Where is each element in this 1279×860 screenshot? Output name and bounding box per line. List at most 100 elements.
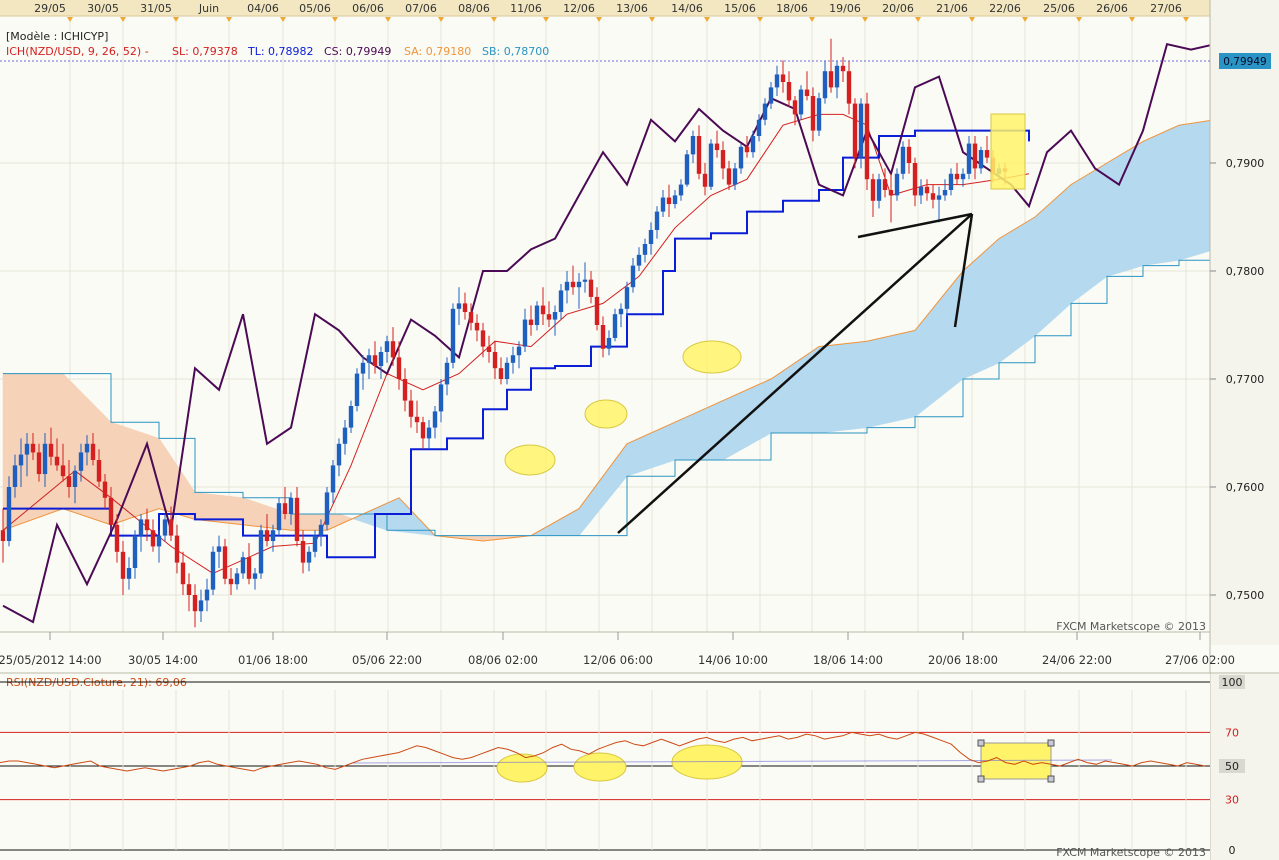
rsi-highlight-rect <box>980 742 1052 780</box>
price-tick-label: 0,7900 <box>1226 157 1265 170</box>
cloud-segment <box>1070 180 1078 304</box>
candle-body <box>36 452 42 475</box>
bottom-date-label: 05/06 22:00 <box>352 653 422 667</box>
candle-body <box>276 503 282 531</box>
candle-body <box>234 573 240 585</box>
candle-body <box>810 96 816 131</box>
bottom-date-label: 30/05 14:00 <box>128 653 198 667</box>
cloud-segment <box>1004 230 1012 359</box>
candle-body <box>984 150 990 158</box>
candle-body <box>180 562 186 585</box>
cloud-segment <box>776 370 784 434</box>
candle-body <box>120 551 126 579</box>
top-date-label: 26/06 <box>1096 2 1128 15</box>
candle-body <box>732 168 738 185</box>
candle-body <box>198 600 204 612</box>
candle-body <box>738 146 744 169</box>
candle-body <box>792 100 798 115</box>
candle-body <box>630 265 636 288</box>
candle-body <box>318 524 324 536</box>
top-date-marker <box>862 17 868 22</box>
candle-body <box>252 573 258 579</box>
candle-body <box>108 497 114 525</box>
candle-body <box>576 281 582 288</box>
candle-body <box>126 568 132 579</box>
cloud-segment <box>884 335 892 424</box>
bottom-date-label: 08/06 02:00 <box>468 653 538 667</box>
ichimoku-cloud <box>2 119 1216 542</box>
candle-body <box>678 184 684 196</box>
cloud-segment <box>1154 132 1162 265</box>
candle-body <box>756 119 762 136</box>
candle-body <box>924 186 930 194</box>
candle-body <box>600 325 606 349</box>
chikou-span-line <box>2 43 1216 624</box>
candle-body <box>378 352 384 367</box>
candle-body <box>888 190 894 196</box>
candle-body <box>702 173 708 187</box>
rsi-chart: 100 70 50 30 0 <box>0 675 1245 857</box>
cloud-segment <box>62 372 70 512</box>
top-date-label: 06/06 <box>352 2 384 15</box>
top-date-marker <box>280 17 286 22</box>
cloud-segment <box>1118 151 1126 274</box>
candle-body <box>402 379 408 401</box>
cloud-segment <box>944 285 952 394</box>
candlesticks <box>0 38 1008 628</box>
trend-arrow-head <box>953 213 974 328</box>
cloud-segment <box>962 264 970 380</box>
cloud-segment <box>650 429 658 469</box>
candle-body <box>570 281 576 288</box>
rsi-level-tag <box>1219 759 1245 773</box>
price-tick-label: 0,7600 <box>1226 481 1265 494</box>
highlight-ellipse <box>584 399 628 429</box>
cloud-segment <box>1082 173 1090 295</box>
candle-body <box>390 341 396 358</box>
candle-body <box>978 150 984 169</box>
candle-body <box>96 460 102 482</box>
top-date-marker <box>173 17 179 22</box>
cloud-segment <box>1046 200 1054 326</box>
candle-body <box>852 103 858 158</box>
candle-body <box>216 546 222 552</box>
cloud-segment <box>1088 169 1096 291</box>
candle-body <box>144 519 150 531</box>
candle-body <box>762 103 768 120</box>
last-price-text: 0,79949 <box>1223 56 1266 68</box>
candle-body <box>936 195 942 200</box>
cloud-segment <box>848 342 856 430</box>
rsi-level-tag <box>1219 725 1245 740</box>
cloud-segment <box>1148 135 1156 266</box>
candle-body <box>294 497 300 541</box>
sl-label: SL: 0,79378 <box>172 45 238 58</box>
rsi-tick-label: 50 <box>1225 760 1239 773</box>
candle-body <box>750 136 756 153</box>
candle-body <box>42 443 48 475</box>
candle-body <box>624 287 630 309</box>
rsi-tick-label: 100 <box>1222 676 1243 689</box>
cloud-segment <box>668 421 676 463</box>
cloud-segment <box>1094 166 1102 286</box>
kijun-sen-line <box>3 129 1030 559</box>
cloud-segment <box>866 339 874 428</box>
cloud-segment <box>266 505 274 529</box>
trend-arrow-head <box>857 212 973 239</box>
top-date-marker <box>543 17 549 22</box>
highlight-ellipse <box>504 444 556 476</box>
cloud-segment <box>992 237 1000 366</box>
cloud-segment <box>830 344 838 432</box>
top-date-marker <box>67 17 73 22</box>
cloud-segment <box>686 413 694 461</box>
candle-body <box>336 443 342 466</box>
candle-body <box>60 465 66 477</box>
rsi-level-tag <box>1219 843 1245 857</box>
top-date-label: 20/06 <box>882 2 914 15</box>
candle-body <box>366 355 372 363</box>
candle-body <box>828 71 834 88</box>
candle-body <box>54 456 60 466</box>
candle-body <box>300 541 306 563</box>
candle-body <box>240 557 246 574</box>
candle-body <box>972 143 978 169</box>
cloud-segment <box>938 292 946 399</box>
candle-body <box>510 355 516 363</box>
